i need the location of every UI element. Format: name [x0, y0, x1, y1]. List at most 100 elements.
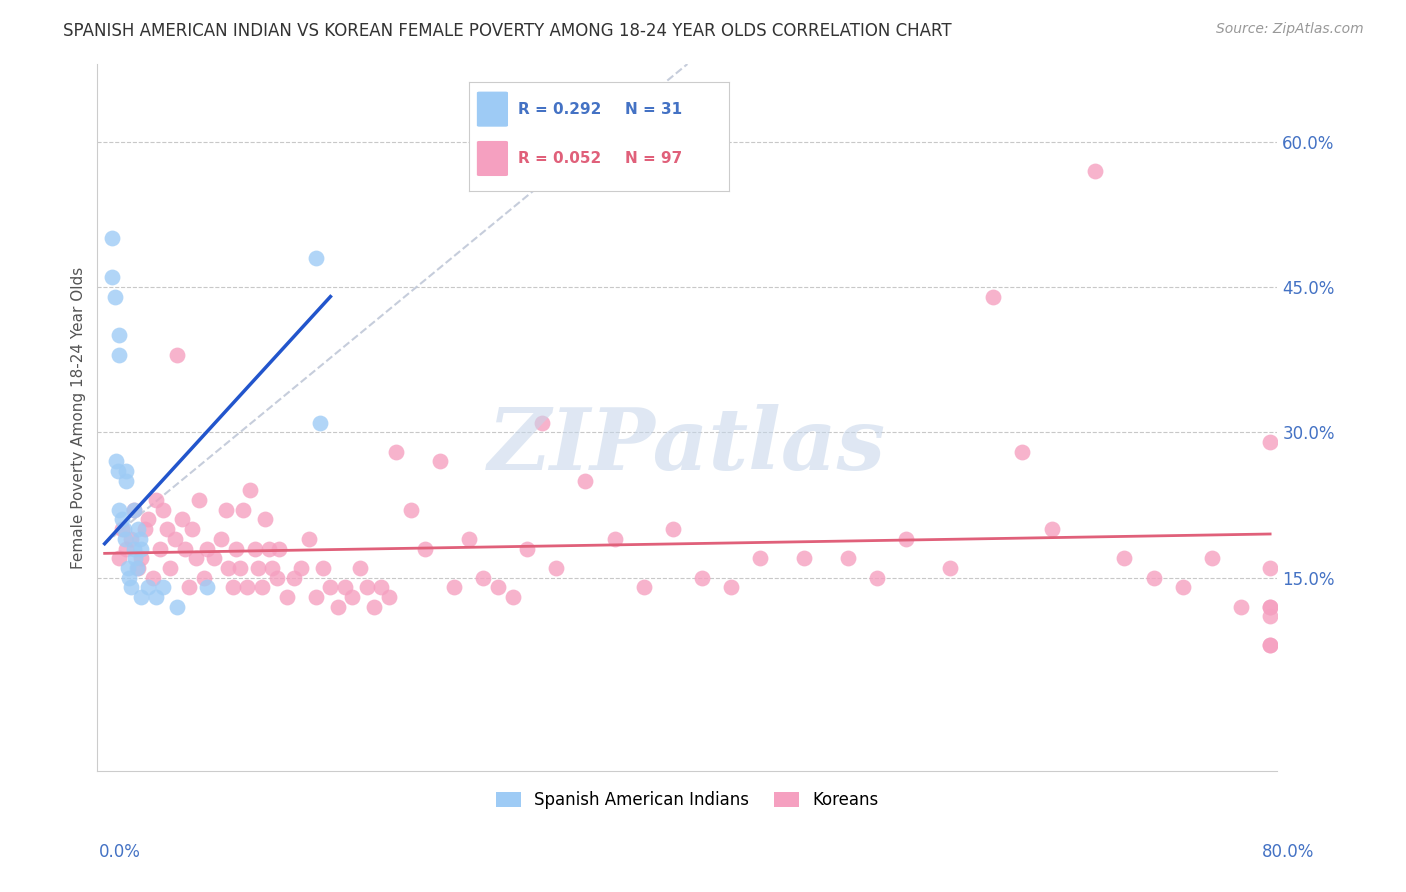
Point — [166, 348, 188, 362]
Point — [125, 561, 148, 575]
Point — [363, 599, 385, 614]
Point — [138, 512, 160, 526]
Point — [115, 541, 138, 556]
Point — [603, 532, 626, 546]
Point — [1171, 580, 1194, 594]
Y-axis label: Female Poverty Among 18-24 Year Olds: Female Poverty Among 18-24 Year Olds — [72, 267, 86, 569]
Point — [115, 474, 138, 488]
Point — [253, 512, 276, 526]
Point — [283, 571, 305, 585]
Point — [108, 502, 131, 516]
Point — [129, 590, 152, 604]
Point — [1142, 571, 1164, 585]
Point — [333, 580, 356, 594]
Point — [152, 502, 174, 516]
Point — [236, 580, 259, 594]
Point — [266, 571, 288, 585]
Point — [128, 532, 150, 546]
Point — [127, 561, 149, 575]
Point — [312, 561, 335, 575]
Text: ZIPatlas: ZIPatlas — [488, 404, 886, 488]
Point — [326, 599, 349, 614]
Point — [156, 522, 179, 536]
Point — [429, 454, 451, 468]
Point — [239, 483, 262, 498]
Point — [486, 580, 509, 594]
Point — [111, 512, 134, 526]
Point — [1258, 639, 1281, 653]
Point — [309, 416, 332, 430]
Point — [179, 580, 201, 594]
Point — [749, 551, 772, 566]
Point — [105, 454, 128, 468]
Point — [129, 551, 152, 566]
Point — [385, 444, 408, 458]
Point — [938, 561, 960, 575]
Point — [166, 599, 188, 614]
Point — [574, 474, 596, 488]
Point — [118, 571, 141, 585]
Point — [866, 571, 889, 585]
Point — [120, 532, 142, 546]
Legend: Spanish American Indians, Koreans: Spanish American Indians, Koreans — [489, 785, 886, 816]
Point — [472, 571, 495, 585]
Point — [108, 328, 131, 343]
Point — [1258, 609, 1281, 624]
Point — [104, 290, 127, 304]
Point — [457, 532, 479, 546]
Point — [662, 522, 685, 536]
Point — [246, 561, 269, 575]
Point — [1084, 163, 1107, 178]
Point — [127, 522, 149, 536]
Point — [894, 532, 917, 546]
Point — [1258, 434, 1281, 449]
Text: 80.0%: 80.0% — [1263, 843, 1315, 861]
Point — [188, 493, 211, 508]
Point — [129, 541, 152, 556]
Point — [134, 522, 156, 536]
Point — [443, 580, 465, 594]
Point — [186, 551, 208, 566]
Point — [142, 571, 165, 585]
Point — [377, 590, 399, 604]
Point — [1011, 444, 1033, 458]
Text: SPANISH AMERICAN INDIAN VS KOREAN FEMALE POVERTY AMONG 18-24 YEAR OLDS CORRELATI: SPANISH AMERICAN INDIAN VS KOREAN FEMALE… — [63, 22, 952, 40]
Point — [108, 551, 131, 566]
Point — [356, 580, 378, 594]
Point — [145, 590, 167, 604]
Point — [530, 416, 553, 430]
Point — [138, 580, 160, 594]
Point — [262, 561, 284, 575]
Point — [193, 571, 215, 585]
Point — [214, 502, 236, 516]
Point — [170, 512, 193, 526]
Point — [837, 551, 859, 566]
Point — [516, 541, 538, 556]
Point — [633, 580, 655, 594]
Point — [229, 561, 252, 575]
Point — [107, 464, 129, 478]
Point — [276, 590, 298, 604]
Point — [145, 493, 167, 508]
Point — [117, 561, 139, 575]
Point — [111, 522, 134, 536]
Point — [209, 532, 232, 546]
Point — [114, 532, 136, 546]
Point — [546, 561, 568, 575]
Point — [342, 590, 364, 604]
Point — [195, 580, 218, 594]
Point — [250, 580, 273, 594]
Point — [243, 541, 266, 556]
Text: 0.0%: 0.0% — [98, 843, 141, 861]
Point — [1040, 522, 1063, 536]
Point — [413, 541, 436, 556]
Point — [259, 541, 281, 556]
Point — [181, 522, 204, 536]
Point — [1258, 599, 1281, 614]
Point — [1258, 561, 1281, 575]
Point — [1201, 551, 1223, 566]
Point — [159, 561, 181, 575]
Point — [349, 561, 371, 575]
Point — [195, 541, 218, 556]
Point — [122, 502, 145, 516]
